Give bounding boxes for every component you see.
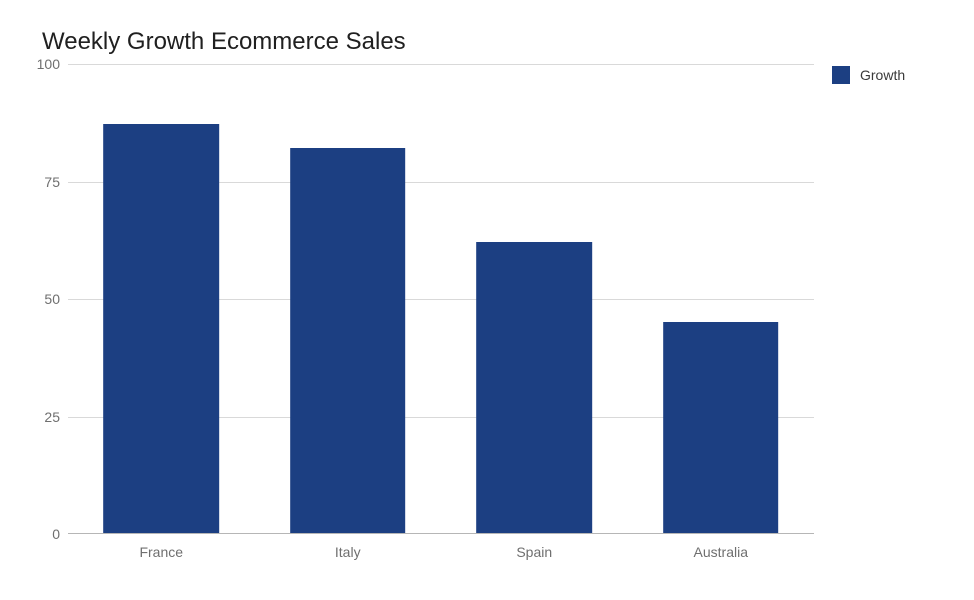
chart-area: 0255075100 FranceItalySpainAustralia [14,64,814,574]
bar-slot [68,64,255,533]
bars-group [68,64,814,533]
x-tick-label: Australia [628,534,815,574]
x-tick-label: Italy [255,534,442,574]
y-tick-label: 25 [44,409,60,425]
x-tick-label: Spain [441,534,628,574]
bar-slot [255,64,442,533]
bar [663,322,779,534]
chart-row: 0255075100 FranceItalySpainAustralia Gro… [14,64,960,574]
y-tick-label: 75 [44,174,60,190]
plot-area [68,64,814,534]
y-axis: 0255075100 [14,64,68,534]
chart-container: Weekly Growth Ecommerce Sales 0 25 50 75 100… [0,0,974,600]
legend: Growth [832,66,905,84]
chart-title: Weekly Growth Ecommerce Sales [42,28,960,56]
bar [290,148,406,533]
x-tick-label: France [68,534,255,574]
y-tick-label: 0 [52,526,60,542]
legend-label: Growth [860,67,905,83]
y-tick-label: 50 [44,291,60,307]
legend-swatch [832,66,850,84]
y-tick-label: 100 [37,56,60,72]
bar [103,124,219,533]
bar-slot [628,64,815,533]
bar [476,242,592,533]
x-axis: FranceItalySpainAustralia [68,534,814,574]
bar-slot [441,64,628,533]
